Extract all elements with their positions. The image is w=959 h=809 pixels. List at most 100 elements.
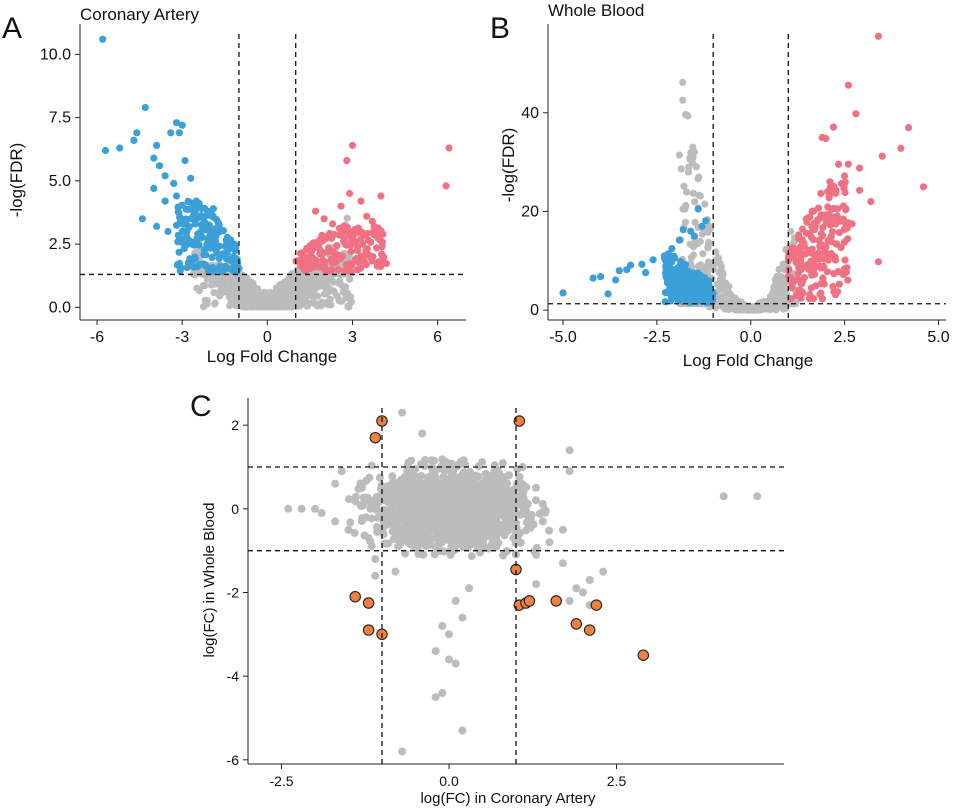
data-point-ns — [718, 293, 727, 301]
data-point-ns — [242, 277, 250, 285]
data-point-up — [335, 231, 343, 239]
data-point-up — [799, 289, 807, 297]
data-point-down — [642, 269, 650, 277]
data-point-ns — [465, 584, 474, 593]
data-point-ns — [447, 469, 456, 478]
data-point-ns — [320, 281, 328, 289]
data-point-ns — [231, 300, 239, 308]
data-point-ns — [512, 480, 521, 489]
data-point-ns — [430, 550, 439, 559]
data-point-down — [202, 251, 210, 259]
data-point-up — [831, 253, 839, 261]
x-tick-label: 5.0 — [927, 329, 949, 346]
data-point-ns — [451, 659, 460, 668]
data-point-ns — [473, 492, 482, 500]
data-point-up — [354, 266, 362, 274]
data-point-up — [343, 157, 351, 165]
data-point-ns — [344, 525, 353, 534]
data-point-down — [184, 197, 192, 205]
data-point-down — [204, 267, 213, 275]
data-point-ns — [719, 492, 728, 501]
data-point-down — [201, 225, 209, 233]
data-point-ns — [191, 271, 199, 279]
data-point-ns — [484, 544, 493, 553]
x-tick-label: -2.5 — [269, 773, 293, 789]
data-point-down — [188, 240, 196, 248]
data-point-ns — [714, 281, 722, 289]
data-point-ns — [398, 408, 407, 417]
data-point-ns — [397, 475, 406, 484]
data-point-highlight — [362, 597, 375, 609]
data-point-up — [343, 266, 351, 275]
data-point-up — [362, 246, 370, 254]
data-point-ns — [558, 559, 567, 568]
data-point-up — [353, 229, 361, 237]
data-point-down — [215, 222, 223, 230]
panel-a-x-axis-title: Log Fold Change — [207, 347, 337, 366]
data-point-ns — [358, 514, 367, 523]
data-point-down — [133, 129, 141, 137]
x-tick-label: 2.5 — [833, 329, 855, 346]
data-point-ns — [439, 459, 448, 468]
data-point-down — [211, 236, 220, 245]
data-point-ns — [474, 536, 483, 545]
data-point-ns — [364, 534, 373, 543]
data-point-ns — [436, 539, 445, 547]
data-point-ns — [210, 278, 218, 286]
panel-c-y-axis-title: log(FC) in Whole Blood — [201, 502, 218, 657]
data-point-ns — [437, 508, 446, 517]
data-point-down — [194, 262, 202, 271]
data-point-down — [690, 232, 699, 240]
data-point-up — [811, 270, 819, 278]
data-point-ns — [318, 298, 326, 306]
data-point-up — [831, 291, 840, 299]
data-point-up — [874, 32, 883, 40]
data-point-up — [829, 228, 837, 236]
data-point-down — [662, 262, 670, 270]
data-point-ns — [413, 540, 422, 549]
data-point-down — [150, 154, 158, 162]
panel-b-title: Whole Blood — [548, 1, 644, 20]
data-point-down — [604, 290, 612, 298]
data-point-up — [786, 276, 794, 284]
data-point-down — [660, 252, 669, 260]
data-point-ns — [725, 289, 733, 297]
data-point-ns — [431, 474, 440, 483]
data-point-down — [196, 234, 204, 242]
panel-a-y-ticks: 0.02.55.07.510.0 — [40, 46, 80, 316]
y-tick-label: 2.5 — [49, 236, 71, 253]
data-point-ns — [467, 552, 476, 561]
data-point-down — [153, 141, 161, 149]
data-point-ns — [682, 111, 690, 119]
data-point-up — [919, 183, 928, 191]
data-point-ns — [367, 514, 376, 523]
data-point-ns — [689, 189, 697, 197]
data-point-down — [208, 253, 216, 261]
data-point-up — [830, 270, 838, 278]
data-point-ns — [466, 494, 474, 503]
data-point-ns — [458, 726, 467, 735]
data-point-ns — [677, 165, 685, 173]
data-point-down — [684, 270, 692, 278]
data-point-up — [368, 217, 376, 225]
data-point-up — [874, 258, 883, 266]
data-point-up — [445, 144, 453, 152]
data-point-ns — [455, 531, 464, 540]
panel-letter-b: B — [490, 12, 510, 45]
data-point-ns — [405, 509, 414, 518]
data-point-ns — [459, 472, 468, 481]
data-point-down — [153, 222, 161, 230]
data-point-up — [820, 262, 828, 270]
data-point-down — [666, 287, 674, 295]
data-point-ns — [532, 580, 541, 589]
data-point-ns — [495, 500, 504, 509]
x-tick-label: 0.0 — [439, 773, 459, 789]
data-point-ns — [483, 531, 492, 540]
data-point-down — [195, 200, 203, 208]
data-point-up — [809, 223, 818, 231]
data-point-up — [334, 266, 342, 274]
data-point-down — [677, 258, 685, 266]
data-point-down — [183, 232, 191, 240]
data-point-ns — [420, 462, 429, 471]
data-point-down — [589, 274, 597, 282]
